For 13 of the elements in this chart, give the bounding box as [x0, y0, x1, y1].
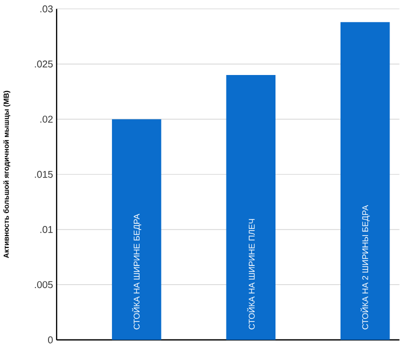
- x-tick-label: СТОЙКА НА ШИРИНЕ БЕДРА: [132, 214, 142, 330]
- bar: [226, 75, 276, 340]
- y-tick-label: .025: [34, 60, 53, 68]
- y-tick-label: 0: [48, 336, 53, 344]
- y-tick-label: .015: [34, 171, 53, 178]
- y-tick-label: .005: [34, 281, 53, 288]
- y-tick-label: .03: [40, 6, 53, 12]
- bar: [112, 119, 162, 340]
- x-tick-label: СТОЙКА НА ШИРИНЕ ПЛЕЧ: [247, 219, 255, 330]
- bar: [340, 22, 390, 340]
- x-tick-label: СТОЙКА НА 2 ШИРИНЫ БЕДРА: [360, 205, 370, 330]
- y-tick-label: .01: [40, 226, 53, 234]
- y-tick-label: .02: [40, 116, 53, 123]
